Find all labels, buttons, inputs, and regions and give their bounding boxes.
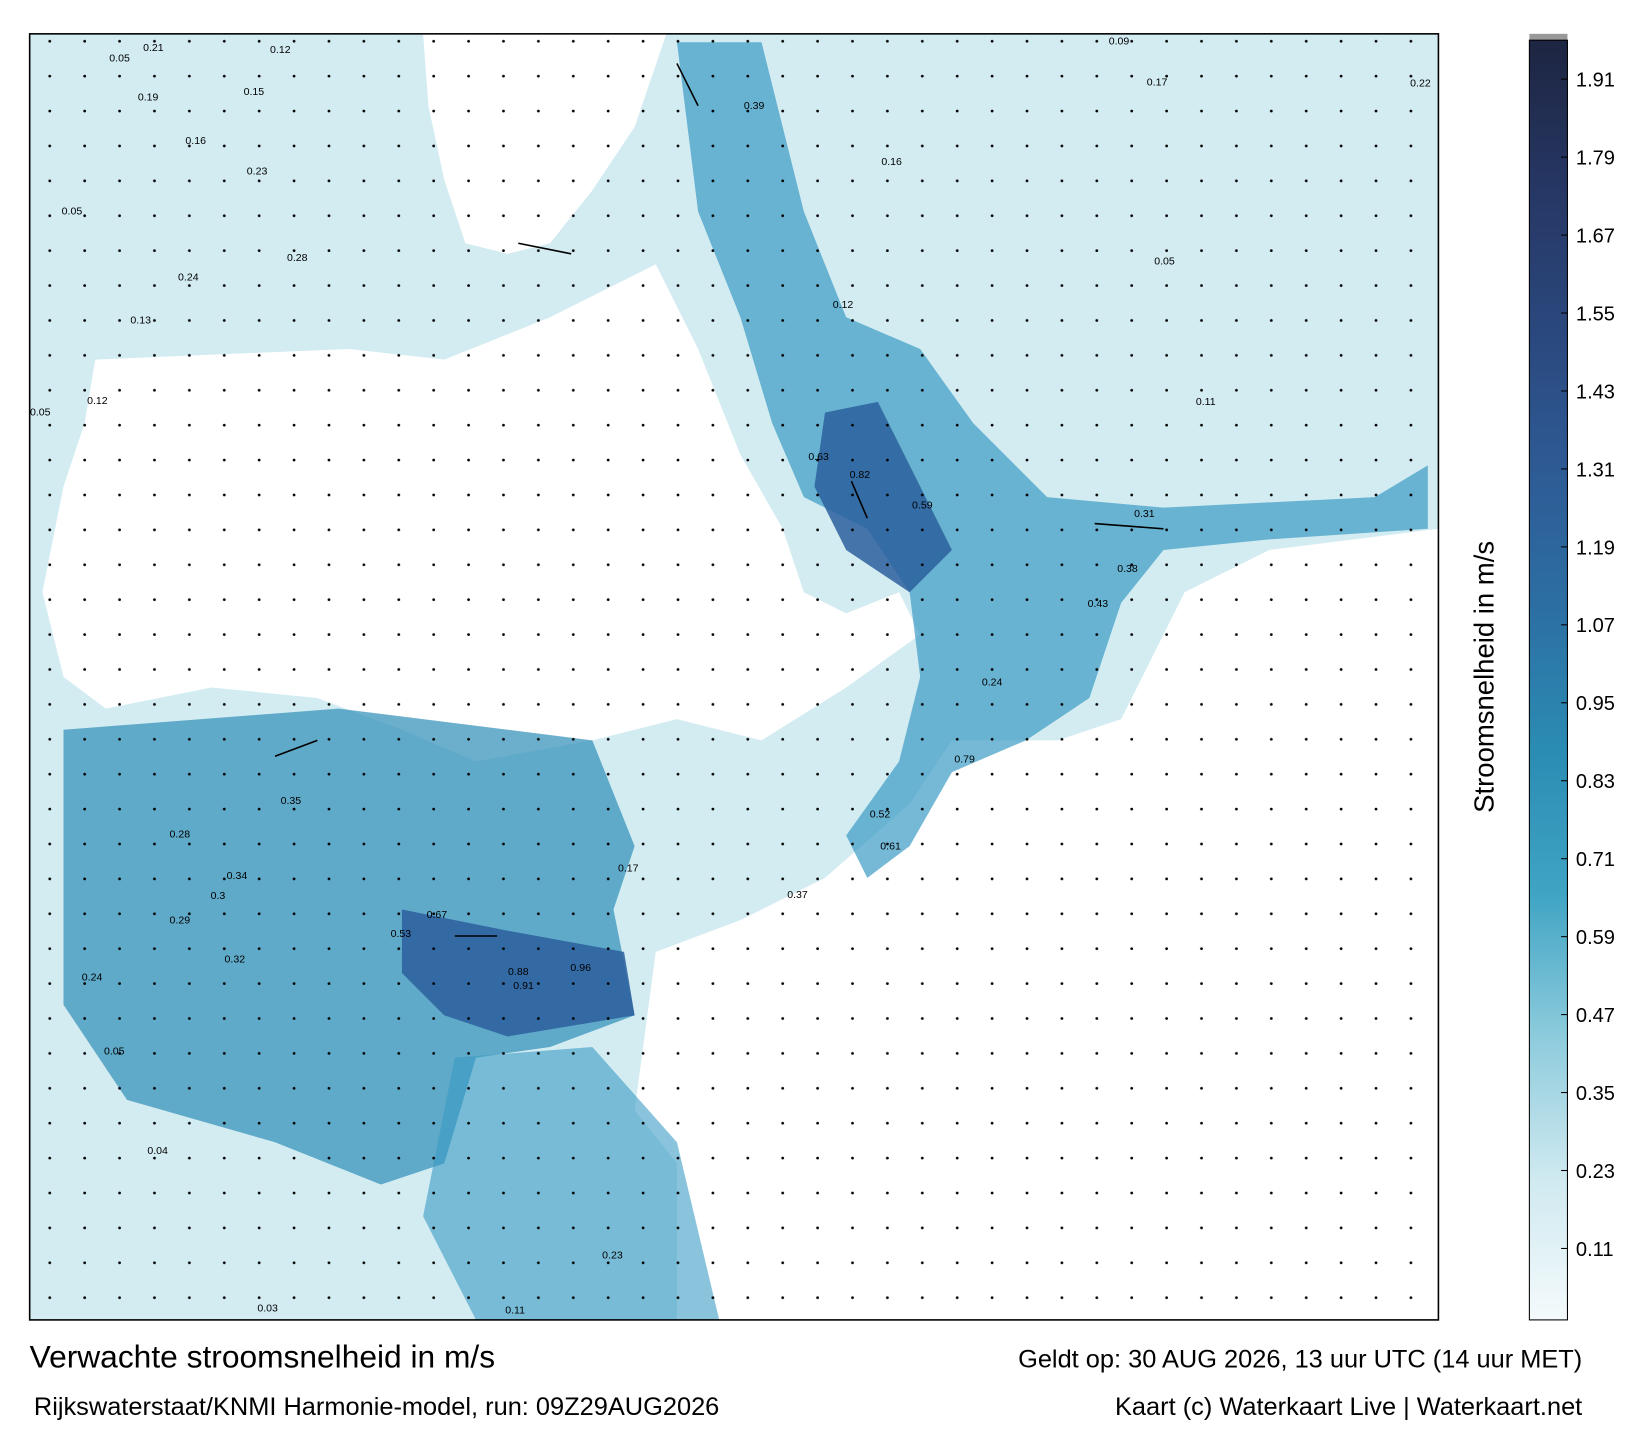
current-value: 0.11	[505, 1305, 525, 1317]
map-frame	[28, 33, 1440, 1321]
colorbar-tick-label: 1.31	[1576, 459, 1615, 481]
colorbar-tick-label: 1.55	[1576, 303, 1615, 325]
current-value: 0.28	[170, 829, 191, 841]
current-value: 0.31	[1134, 508, 1155, 520]
current-value: 0.16	[185, 135, 206, 147]
current-value: 0.12	[87, 395, 108, 407]
colorbar-tick-label: 0.47	[1576, 1005, 1615, 1027]
colorbar-tick-label: 0.83	[1576, 771, 1615, 793]
colorbar-tick-label: 0.11	[1576, 1239, 1614, 1261]
colorbar-tick-label: 1.19	[1576, 537, 1615, 559]
colorbar-tick-label: 0.23	[1576, 1161, 1615, 1183]
current-value: 0.11	[1196, 396, 1216, 408]
current-value: 0.09	[1109, 35, 1130, 47]
current-value: 0.05	[1154, 255, 1175, 267]
colorbar-ticks: 0.11 0.23 0.35 0.47 0.59 0.71 0.83 0.95 1.07 1.19…	[1561, 70, 1615, 1261]
current-value: 0.12	[833, 299, 854, 311]
source: Rijkswaterstaat/KNMI Harmonie-model, run…	[34, 1393, 719, 1421]
colorbar-label: Stroomsnelheid in m/s	[1468, 541, 1499, 813]
title: Verwachte stroomsnelheid in m/s	[30, 1339, 495, 1375]
current-value: 0.05	[109, 52, 130, 64]
current-value: 0.38	[1117, 563, 1138, 575]
colorbar-tick-label: 1.43	[1576, 381, 1615, 403]
current-value: 0.05	[30, 407, 51, 419]
value-labels: 0.21 0.05 0.12 0.19 0.15 0.16 0.23 0.05 0.24 0.28…	[30, 35, 1431, 1316]
colorbar-tick-label: 1.07	[1576, 615, 1615, 637]
colorbar-tick-label: 0.35	[1576, 1083, 1615, 1105]
current-value: 0.43	[1088, 598, 1109, 610]
current-value: 0.28	[287, 252, 308, 264]
current-value: 0.23	[602, 1250, 623, 1262]
current-value: 0.63	[808, 451, 829, 463]
valid-time: Geldt op: 30 AUG 2026, 13 uur UTC (14 uu…	[1018, 1346, 1582, 1374]
current-value: 0.79	[954, 754, 975, 766]
colorbar-cap	[1529, 33, 1568, 41]
current-value: 0.05	[62, 206, 83, 218]
current-value: 0.53	[391, 928, 412, 940]
current-value: 0.24	[178, 271, 199, 283]
current-value: 0.19	[138, 91, 159, 103]
current-value: 0.91	[513, 980, 534, 992]
current-value: 0.32	[225, 953, 246, 965]
current-value: 0.24	[982, 676, 1003, 688]
current-value: 0.13	[130, 315, 151, 327]
current-value: 0.59	[912, 500, 933, 512]
current-value: 0.05	[104, 1045, 125, 1057]
current-value: 0.23	[247, 166, 268, 178]
current-value: 0.61	[880, 840, 901, 852]
current-value: 0.52	[870, 809, 891, 821]
current-value: 0.12	[270, 44, 291, 56]
current-value: 0.15	[244, 86, 265, 98]
current-value: 0.82	[850, 469, 871, 481]
current-value: 0.21	[143, 42, 164, 54]
map-area: 0.21 0.05 0.12 0.19 0.15 0.16 0.23 0.05 0.24 0.28…	[29, 33, 1439, 1320]
current-value: 0.29	[170, 914, 191, 926]
current-value: 0.96	[570, 962, 591, 974]
current-value: 0.04	[147, 1145, 168, 1157]
current-value: 0.17	[618, 862, 639, 874]
current-value: 0.03	[257, 1302, 278, 1314]
vector-grid	[29, 33, 1439, 1320]
current-value: 0.16	[881, 156, 902, 168]
current-value: 0.39	[744, 100, 765, 112]
credit: Kaart (c) Waterkaart Live | Waterkaart.n…	[1115, 1393, 1582, 1421]
current-arrows	[274, 63, 1164, 937]
current-value: 0.3	[211, 890, 226, 902]
colorbar-tick-label: 1.79	[1576, 148, 1615, 170]
colorbar-tick-label: 0.95	[1576, 693, 1615, 715]
current-value: 0.67	[427, 909, 448, 921]
colorbar-tick-label: 0.71	[1576, 849, 1615, 871]
colorbar-tick-label: 1.91	[1576, 70, 1615, 92]
colorbar-tick-label: 1.67	[1576, 225, 1615, 247]
current-value: 0.34	[227, 870, 248, 882]
colorbar-tick-label: 0.59	[1576, 927, 1615, 949]
current-value: 0.17	[1147, 77, 1168, 89]
current-value: 0.24	[82, 971, 103, 983]
colorbar	[1528, 39, 1568, 1321]
current-value: 0.37	[787, 889, 808, 901]
current-value: 0.88	[508, 966, 529, 978]
current-value: 0.22	[1410, 78, 1431, 90]
current-value: 0.35	[281, 795, 302, 807]
